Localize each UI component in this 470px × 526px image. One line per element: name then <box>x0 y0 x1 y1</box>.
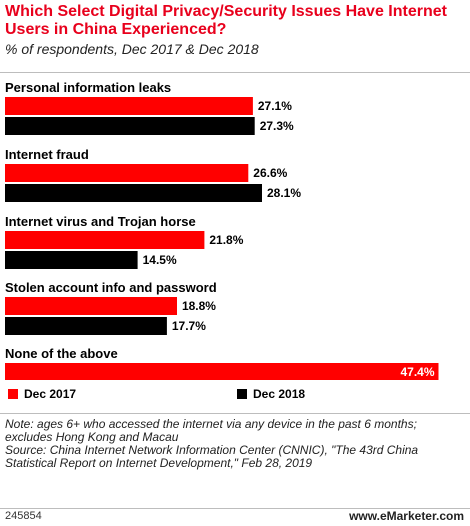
bar-internet-fraud-dec-2018 <box>5 184 262 202</box>
category-label-none-of-the-above: None of the above <box>5 346 118 361</box>
note-text: Note: ages 6+ who accessed the internet … <box>5 417 417 444</box>
source-text: Source: China Internet Network Informati… <box>5 443 419 470</box>
chart-subtitle: % of respondents, Dec 2017 & Dec 2018 <box>5 41 259 57</box>
legend-divider <box>0 413 470 414</box>
legend-swatch-dec-2017 <box>8 389 18 399</box>
bar-chart: Personal information leaks 27.1% 27.3% Inte… <box>5 80 439 380</box>
bar-stolen-account-info-and-password-dec-2017 <box>5 297 177 315</box>
bar-stolen-account-info-and-password-dec-2018 <box>5 317 167 335</box>
chart-id: 245854 <box>5 510 42 522</box>
legend-swatch-dec-2018 <box>237 389 247 399</box>
value-label-stolen-account-info-and-password-dec-2018: 17.7% <box>172 319 206 333</box>
value-label-internet-virus-and-trojan-horse-dec-2017: 21.8% <box>209 233 243 247</box>
value-label-internet-fraud-dec-2018: 28.1% <box>267 186 301 200</box>
bar-none-of-the-above-dec-2017 <box>5 363 439 380</box>
footer-divider <box>0 508 470 509</box>
legend-item-dec-2018: Dec 2018 <box>237 387 305 401</box>
value-label-personal-information-leaks-dec-2017: 27.1% <box>258 99 292 113</box>
value-label-internet-fraud-dec-2017: 26.6% <box>253 166 287 180</box>
brand-link[interactable]: www.eMarketer.com <box>349 509 464 523</box>
category-label-internet-virus-and-trojan-horse: Internet virus and Trojan horse <box>5 214 196 229</box>
bar-personal-information-leaks-dec-2017 <box>5 97 253 115</box>
footnote: Note: ages 6+ who accessed the internet … <box>5 418 467 470</box>
bar-internet-fraud-dec-2017 <box>5 164 249 182</box>
value-label-personal-information-leaks-dec-2018: 27.3% <box>260 119 294 133</box>
category-label-stolen-account-info-and-password: Stolen account info and password <box>5 280 217 295</box>
value-label-none-of-the-above-dec-2017: 47.4% <box>401 365 435 379</box>
bar-internet-virus-and-trojan-horse-dec-2018 <box>5 251 138 269</box>
category-label-personal-information-leaks: Personal information leaks <box>5 80 171 95</box>
legend-item-dec-2017: Dec 2017 <box>8 387 76 401</box>
legend-label-dec-2017: Dec 2017 <box>24 387 77 401</box>
value-label-internet-virus-and-trojan-horse-dec-2018: 14.5% <box>143 253 177 267</box>
footer: 245854 www.eMarketer.com <box>0 508 470 526</box>
chart-title: Which Select Digital Privacy/Security Is… <box>5 3 447 38</box>
header-divider <box>0 72 470 73</box>
value-label-stolen-account-info-and-password-dec-2017: 18.8% <box>182 299 216 313</box>
legend-label-dec-2018: Dec 2018 <box>253 387 306 401</box>
category-label-internet-fraud: Internet fraud <box>5 147 89 162</box>
bar-internet-virus-and-trojan-horse-dec-2017 <box>5 231 205 249</box>
bar-personal-information-leaks-dec-2018 <box>5 117 255 135</box>
